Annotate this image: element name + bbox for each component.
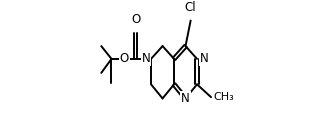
Text: N: N xyxy=(181,92,190,105)
Text: O: O xyxy=(131,13,140,26)
Text: N: N xyxy=(200,52,209,65)
Text: O: O xyxy=(120,52,129,65)
Text: N: N xyxy=(142,52,150,65)
Text: Cl: Cl xyxy=(185,1,196,14)
Text: CH₃: CH₃ xyxy=(214,92,234,102)
